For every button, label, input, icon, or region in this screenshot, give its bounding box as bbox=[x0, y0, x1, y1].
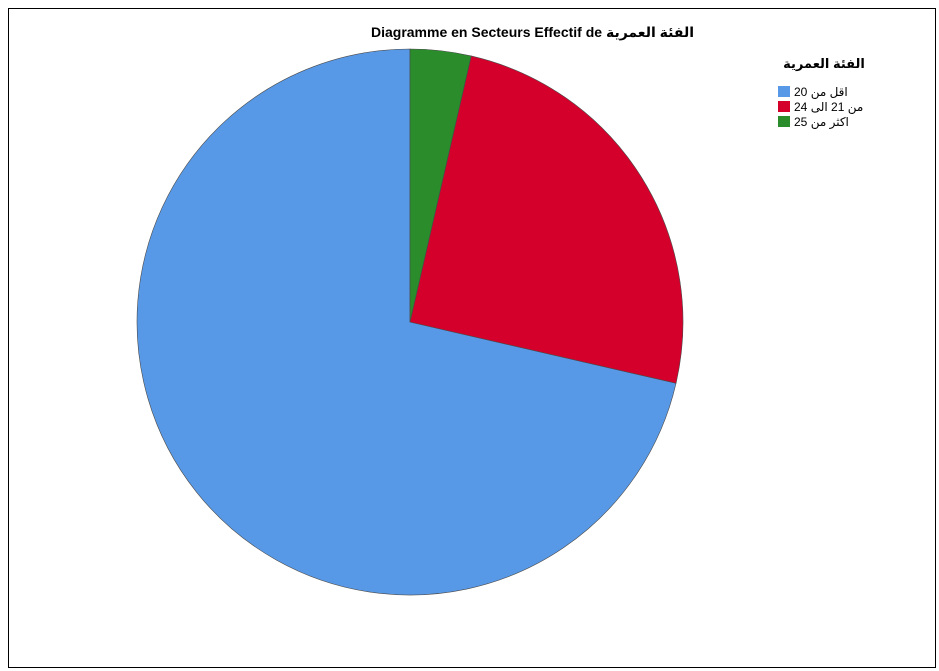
legend: الفئة العمرية اقل من 20 من 21 الى 24 اكث… bbox=[778, 56, 898, 129]
pie-slice-under-20 bbox=[136, 48, 677, 596]
chart-title: Diagramme en Secteurs Effectif de الفئة … bbox=[370, 24, 694, 40]
legend-item: من 21 الى 24 bbox=[778, 99, 898, 114]
legend-title: الفئة العمرية bbox=[783, 56, 865, 71]
legend-label: اكثر من 25 bbox=[794, 114, 849, 129]
legend-label: اقل من 20 bbox=[794, 84, 848, 99]
legend-swatch bbox=[778, 101, 790, 112]
legend-item: اكثر من 25 bbox=[778, 114, 898, 129]
legend-swatch bbox=[778, 86, 790, 97]
pie-slice-over-25 bbox=[409, 48, 472, 323]
pie-slice-21-to-24 bbox=[409, 55, 684, 384]
legend-swatch bbox=[778, 116, 790, 127]
legend-label: من 21 الى 24 bbox=[794, 99, 864, 114]
legend-item: اقل من 20 bbox=[778, 84, 898, 99]
